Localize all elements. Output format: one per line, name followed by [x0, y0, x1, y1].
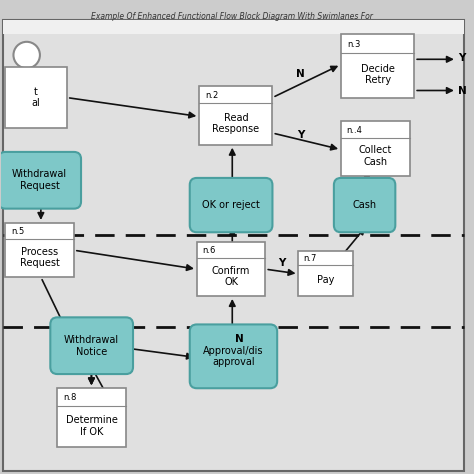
Text: Read
Response: Read Response [212, 113, 259, 134]
FancyBboxPatch shape [199, 86, 273, 145]
FancyBboxPatch shape [341, 121, 410, 175]
Text: Process
Request: Process Request [20, 247, 60, 268]
Text: n.6: n.6 [202, 246, 216, 255]
FancyBboxPatch shape [57, 388, 126, 447]
Text: Approval/dis
approval: Approval/dis approval [203, 346, 264, 367]
Text: Decide
Retry: Decide Retry [361, 64, 394, 85]
Text: Y: Y [278, 258, 286, 268]
Text: Confirm
OK: Confirm OK [212, 266, 250, 287]
Text: Y: Y [297, 130, 304, 140]
Text: N: N [458, 86, 466, 96]
Text: Cash: Cash [353, 200, 377, 210]
FancyBboxPatch shape [3, 19, 464, 471]
FancyBboxPatch shape [5, 67, 67, 128]
FancyBboxPatch shape [341, 34, 414, 98]
Text: Y: Y [458, 54, 465, 64]
FancyBboxPatch shape [0, 152, 81, 209]
Text: n.2: n.2 [205, 91, 219, 100]
Text: n.8: n.8 [63, 393, 76, 402]
Text: t
al: t al [32, 87, 40, 109]
FancyBboxPatch shape [197, 242, 265, 296]
Text: Collect
Cash: Collect Cash [358, 145, 392, 167]
Text: n.7: n.7 [303, 254, 316, 263]
Text: Pay: Pay [317, 275, 334, 285]
Text: n.3: n.3 [347, 40, 360, 49]
FancyBboxPatch shape [5, 223, 74, 277]
FancyBboxPatch shape [190, 324, 277, 388]
Text: Example Of Enhanced Functional Flow Block Diagram With Swimlanes For: Example Of Enhanced Functional Flow Bloc… [91, 12, 373, 21]
Text: Withdrawal
Notice: Withdrawal Notice [64, 335, 119, 356]
FancyBboxPatch shape [3, 19, 464, 34]
Text: Determine
If OK: Determine If OK [66, 415, 118, 437]
FancyBboxPatch shape [50, 318, 133, 374]
Text: N: N [235, 334, 244, 344]
Text: N: N [296, 69, 305, 79]
Text: Withdrawal
Request: Withdrawal Request [12, 170, 67, 191]
FancyBboxPatch shape [299, 251, 353, 296]
FancyBboxPatch shape [334, 178, 395, 232]
Circle shape [13, 42, 40, 68]
Text: n..4: n..4 [346, 126, 362, 135]
FancyBboxPatch shape [190, 178, 273, 232]
Text: n.5: n.5 [11, 228, 24, 237]
Text: OK or reject: OK or reject [202, 200, 260, 210]
